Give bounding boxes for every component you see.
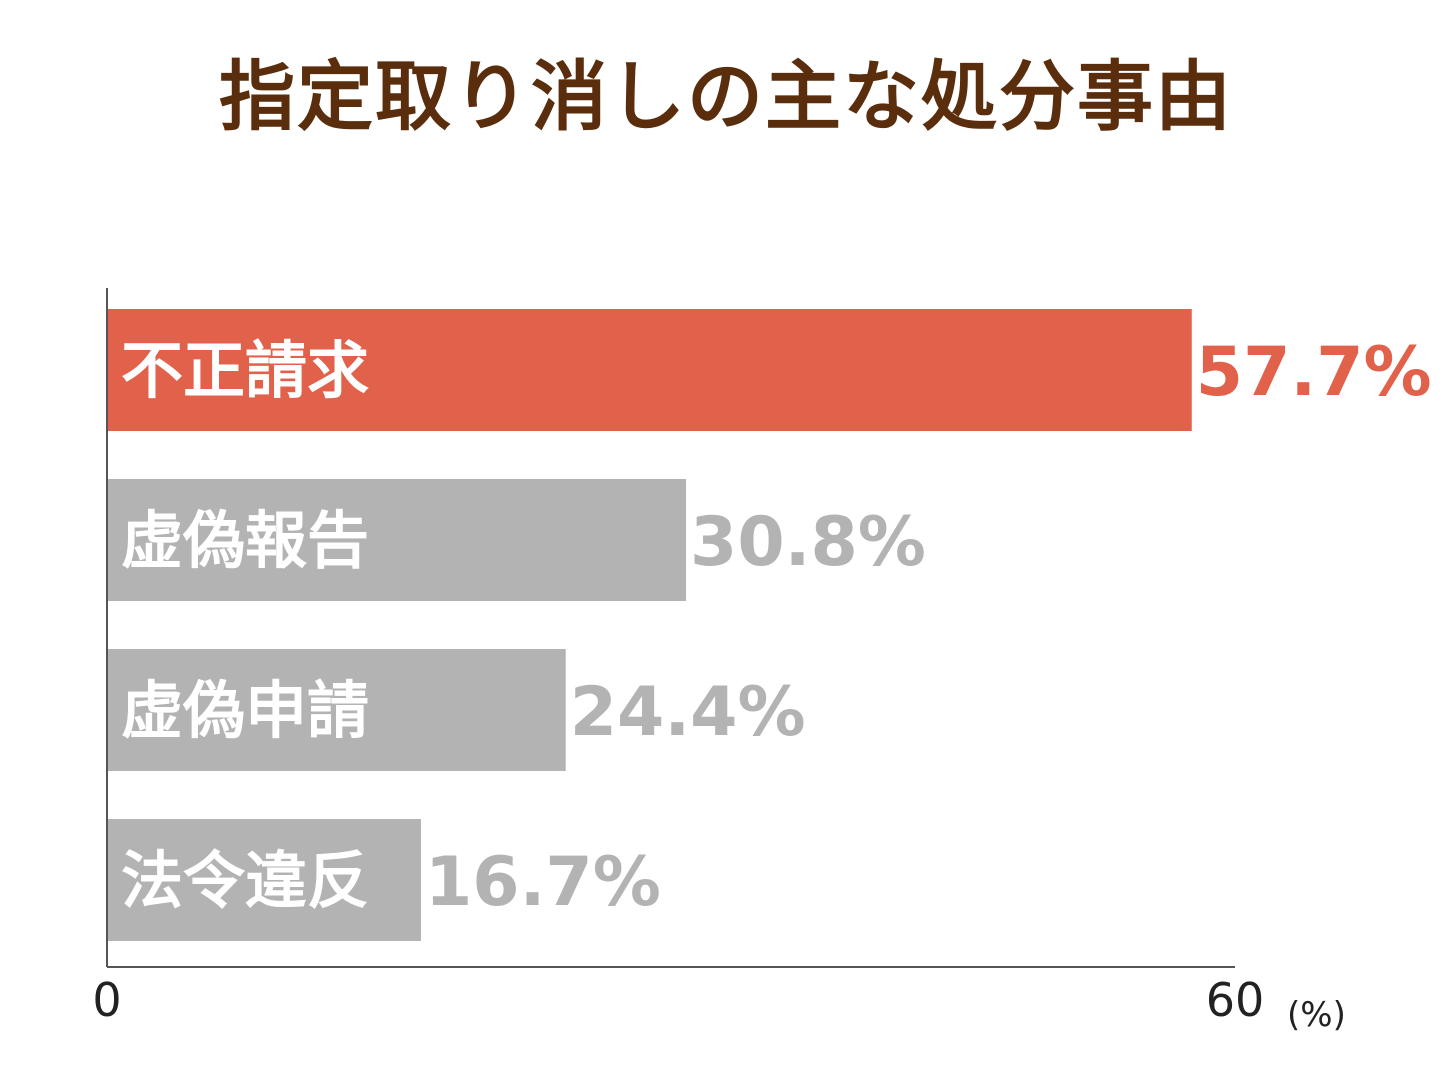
bar-value-label-2: 24.4% — [570, 673, 806, 752]
x-tick-label-max: 60 — [1206, 973, 1265, 1027]
bar-category-label-2: 虚偽申請 — [121, 674, 369, 747]
bar-3 — [107, 819, 421, 941]
bar-1 — [107, 479, 687, 601]
bar-category-label-3: 法令違反 — [121, 844, 369, 917]
bar-2 — [107, 649, 566, 771]
x-axis-unit-label: (%) — [1287, 995, 1346, 1035]
x-tick-label-min: 0 — [92, 973, 121, 1027]
bar-category-label-1: 虚偽報告 — [121, 504, 369, 577]
bars-layer: 不正請求 57.7% 虚偽報告 30.8% 虚偽申請 24.4% 法令違反 16.7% — [107, 309, 1432, 941]
bar-value-label-0: 57.7% — [1196, 333, 1432, 412]
bar-value-label-3: 16.7% — [425, 843, 661, 922]
bar-0 — [107, 309, 1192, 431]
bar-value-label-1: 30.8% — [690, 503, 926, 582]
bar-category-label-0: 不正請求 — [121, 334, 369, 407]
chart-title: 指定取り消しの主な処分事由 — [219, 52, 1233, 141]
